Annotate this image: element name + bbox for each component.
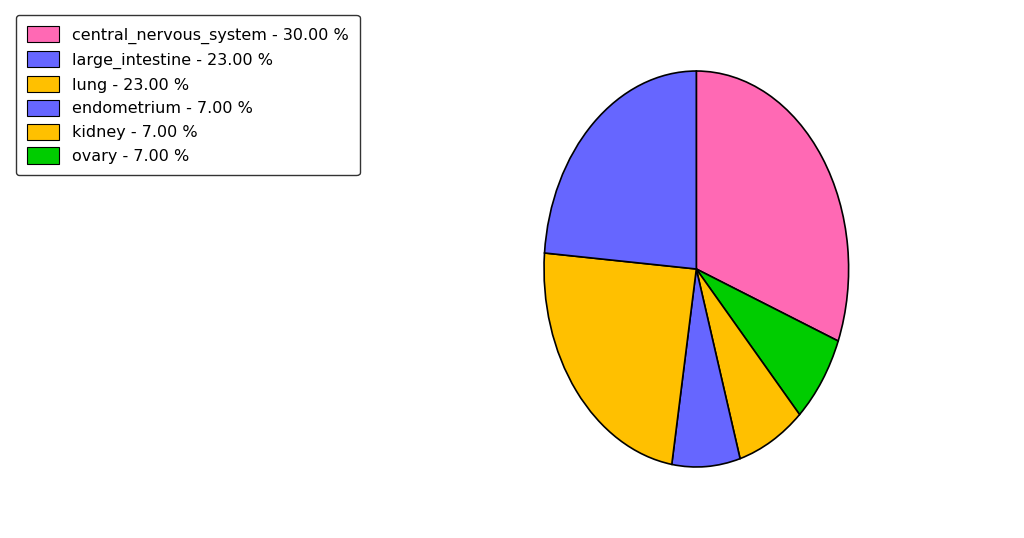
Wedge shape xyxy=(696,269,839,415)
Wedge shape xyxy=(696,71,849,341)
Wedge shape xyxy=(696,269,800,458)
Wedge shape xyxy=(545,71,696,269)
Wedge shape xyxy=(672,269,740,467)
Wedge shape xyxy=(544,253,696,464)
Legend: central_nervous_system - 30.00 %, large_intestine - 23.00 %, lung - 23.00 %, end: central_nervous_system - 30.00 %, large_… xyxy=(15,15,359,175)
